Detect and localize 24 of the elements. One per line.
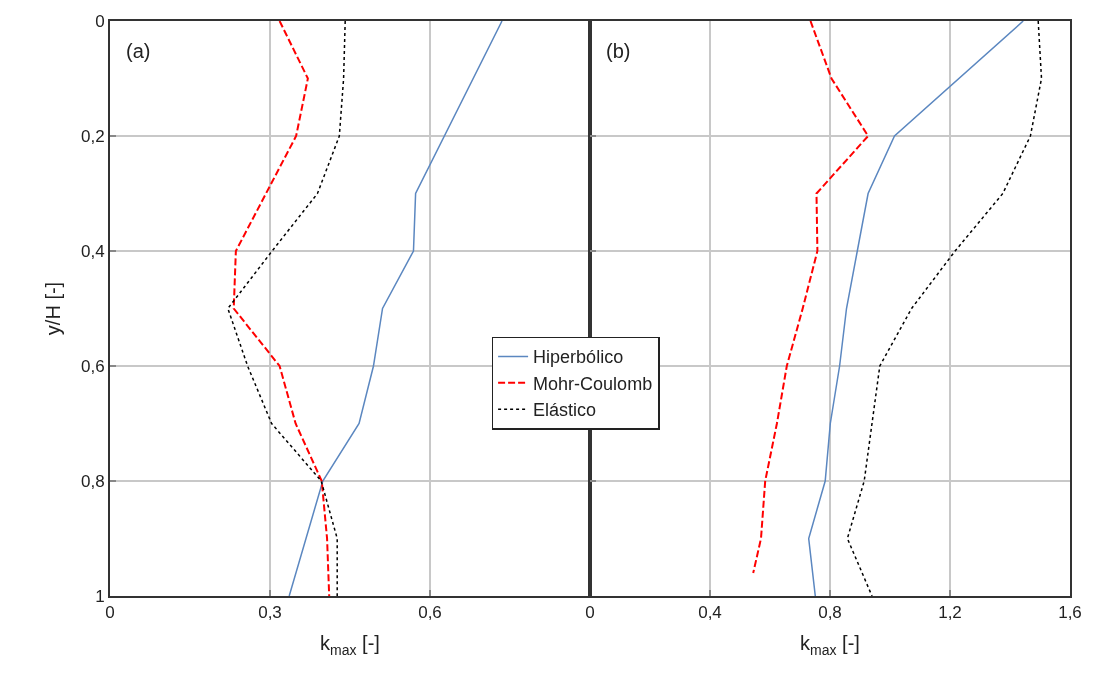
x-tick-label: 0,4 (698, 603, 722, 623)
x-tick-label: 0,8 (818, 603, 842, 623)
line-series (232, 21, 331, 596)
y-tick-label: 0,6 (80, 356, 105, 376)
x-tick-label: 1,2 (938, 603, 962, 623)
x-tick-label: 0,6 (418, 603, 442, 623)
legend-label: Hiperbólico (533, 347, 624, 368)
y-tick-label: 0,2 (80, 126, 105, 146)
annotation: (a) (126, 40, 151, 62)
y-tick-label: 0,8 (80, 471, 105, 491)
x-tick-label: 0,3 (258, 603, 282, 623)
legend-label: Elástico (533, 400, 597, 421)
x-tick-label: 1,6 (1058, 603, 1082, 623)
y-tick-label: 1 (95, 586, 105, 606)
y-tick-label: 0,4 (80, 241, 105, 261)
line-series (288, 21, 503, 596)
x-axis-title: k$_{max}$ [-] (800, 632, 860, 658)
annotation: (b) (606, 40, 631, 62)
legend-label: Mohr-Coulomb (533, 373, 653, 394)
line-series (227, 21, 346, 596)
x-tick-label: 0 (585, 603, 595, 623)
y-axis-title: y/H [-] (41, 281, 64, 336)
x-axis-title: k$_{max}$ [-] (320, 632, 380, 658)
y-tick-label: 0 (95, 11, 105, 31)
